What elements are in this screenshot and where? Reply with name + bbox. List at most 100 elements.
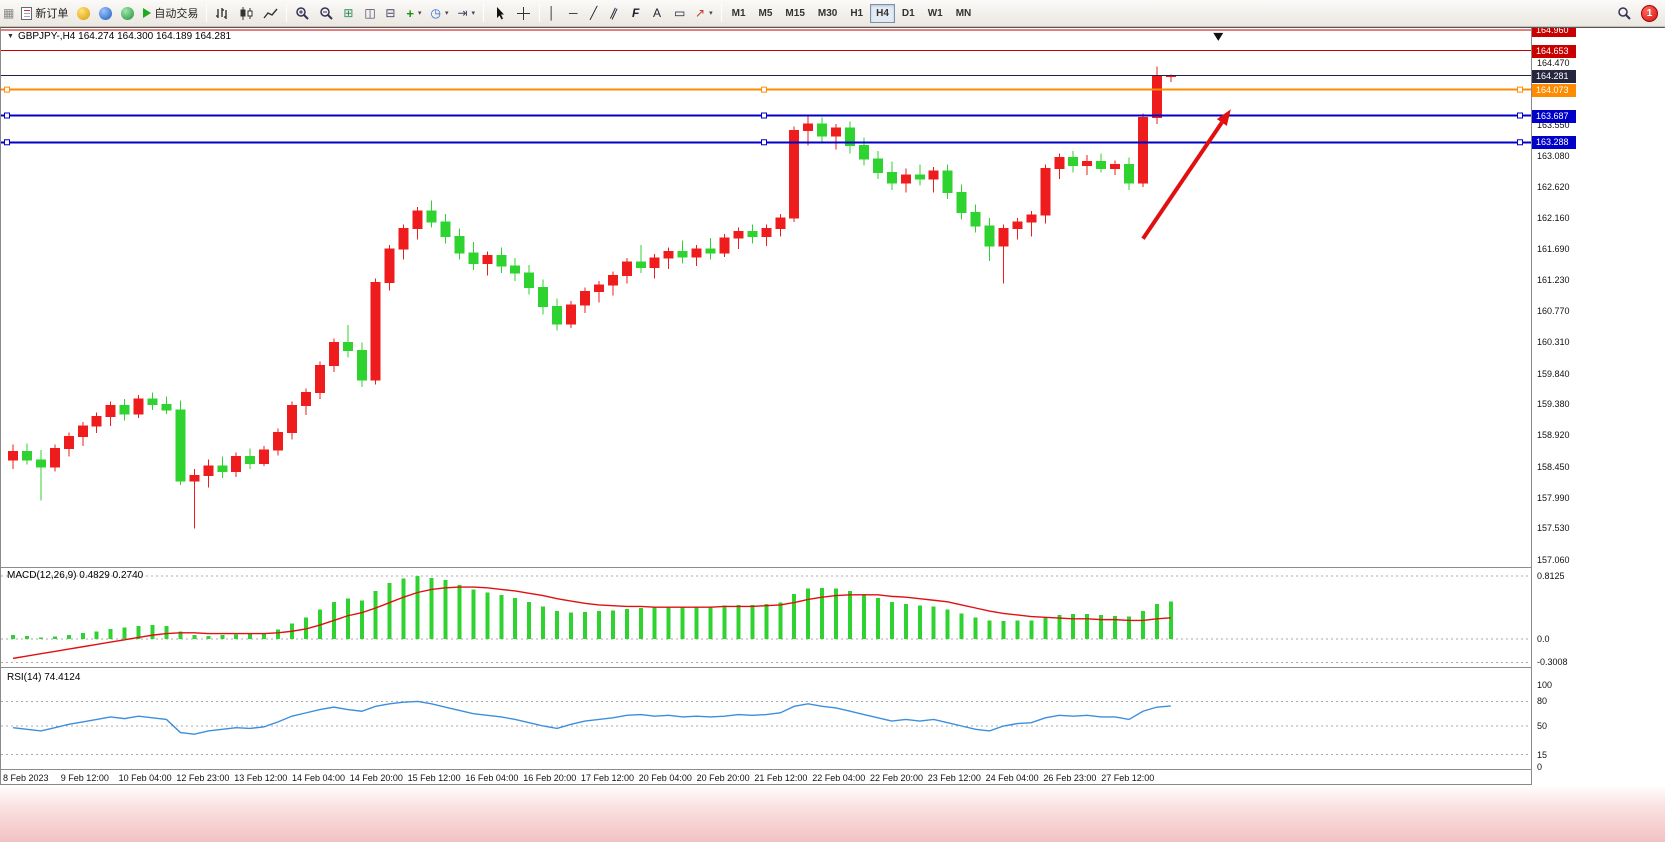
text-tool-button[interactable]: A	[649, 2, 669, 24]
macd-values: 0.4829 0.2740	[79, 570, 144, 581]
price-tick: 163.080	[1537, 151, 1570, 162]
price-badge: 164.960	[1532, 28, 1576, 38]
search-button[interactable]	[1613, 2, 1636, 24]
signals-button[interactable]	[95, 2, 116, 24]
toolbar: ▦ 新订单 自动交易	[0, 0, 1665, 27]
price-tick: 157.060	[1537, 554, 1570, 565]
line-chart-icon	[263, 8, 278, 18]
line-handle[interactable]	[761, 139, 767, 146]
timeframe-h4[interactable]: H4	[870, 3, 895, 23]
macd-scale-label: 0.8125	[1537, 571, 1565, 582]
line-handle[interactable]	[4, 86, 10, 93]
time-label: 9 Feb 12:00	[60, 773, 109, 783]
time-label: 26 Feb 23:00	[1043, 773, 1097, 783]
price-tick: 160.310	[1537, 337, 1570, 347]
dropdown-caret-icon: ▾	[444, 10, 449, 17]
fibonacci-tool-button[interactable]: F	[628, 2, 648, 24]
new-order-button[interactable]: 新订单	[17, 2, 72, 24]
price-tick: 158.450	[1537, 461, 1570, 472]
zoom-out-button[interactable]	[315, 2, 338, 24]
candlestick-mode-button[interactable]	[235, 2, 258, 24]
time-label: 14 Feb 20:00	[349, 773, 403, 783]
price-tick: 163.550	[1537, 119, 1570, 130]
price-axis[interactable]: 164.470 163.550 163.080 162.620 162.160 161.6…	[1531, 28, 1665, 786]
price-tick: 159.840	[1537, 368, 1570, 379]
time-label: 21 Feb 12:00	[754, 773, 808, 783]
timeframe-m1[interactable]: M1	[726, 4, 752, 23]
line-handle[interactable]	[1517, 86, 1523, 93]
trend-arrow-head[interactable]	[1216, 109, 1231, 126]
rsi-scale-label: 50	[1537, 721, 1548, 731]
time-label: 22 Feb 20:00	[870, 773, 924, 783]
price-tick: 159.380	[1537, 399, 1570, 410]
community-button[interactable]	[117, 2, 138, 24]
auto-trading-button[interactable]: 自动交易	[139, 2, 202, 24]
rsi-scale-label: 0	[1537, 762, 1543, 772]
symbol-collapse-icon[interactable]: ▼	[7, 33, 14, 40]
bar-chart-mode-button[interactable]	[211, 2, 234, 24]
time-label: 12 Feb 23:00	[176, 773, 230, 783]
chart-cycle-button[interactable]: ◷ ▾	[426, 2, 452, 24]
time-label: 16 Feb 20:00	[523, 773, 577, 783]
tile-windows-button[interactable]: ⊞	[339, 2, 359, 24]
line-handle[interactable]	[1517, 139, 1523, 146]
crosshair-button[interactable]	[512, 2, 535, 24]
line-handle[interactable]	[1517, 112, 1523, 119]
channel-tool-button[interactable]: ∥	[607, 2, 627, 24]
new-order-icon	[21, 6, 33, 20]
trend-arrow[interactable]	[1141, 121, 1224, 240]
shapes-tool-button[interactable]: ↗ ▾	[691, 2, 717, 24]
market-button[interactable]	[73, 2, 94, 24]
timeframe-h1[interactable]: H1	[844, 4, 869, 23]
zoom-out-icon	[320, 6, 334, 20]
horizontal-line-tool-button[interactable]: ─	[565, 2, 585, 24]
macd-scale-label: 0.0	[1537, 634, 1550, 644]
line-handle[interactable]	[761, 86, 767, 93]
cursor-icon	[497, 6, 505, 19]
price-badge: 164.281	[1532, 69, 1576, 83]
down-arrow-marker[interactable]	[1213, 32, 1224, 41]
time-label: 20 Feb 20:00	[696, 773, 750, 783]
price-tick: 158.920	[1537, 430, 1570, 441]
cursor-button[interactable]	[488, 2, 511, 24]
time-label: 17 Feb 12:00	[581, 773, 635, 783]
chart-canvas[interactable]	[1, 28, 1531, 786]
market-icon	[77, 6, 91, 20]
toolbar-separator	[539, 4, 541, 22]
chart-shift-button[interactable]: ⇥ ▾	[453, 2, 479, 24]
macd-label: MACD(12,26,9) 0.4829 0.2740	[7, 570, 143, 581]
price-tick: 164.470	[1537, 58, 1570, 68]
footer-strip	[0, 785, 1665, 842]
toolbar-separator	[286, 4, 288, 22]
label-icon: ▭	[674, 6, 686, 20]
new-chart-icon: +	[406, 5, 414, 21]
timeframe-m30[interactable]: M30	[812, 4, 843, 23]
symbol-info: ▼ GBPJPY-,H4 164.274 164.300 164.189 164…	[7, 31, 231, 42]
zoom-in-button[interactable]	[291, 2, 314, 24]
trendline-tool-button[interactable]: ╱	[586, 2, 606, 24]
auto-trading-label: 自动交易	[154, 8, 199, 20]
chart-area[interactable]: ▼ GBPJPY-,H4 164.274 164.300 164.189 164…	[1, 28, 1531, 786]
timeframe-d1[interactable]: D1	[896, 4, 921, 23]
new-chart-button[interactable]: + ▾	[402, 2, 425, 24]
line-handle[interactable]	[761, 112, 767, 119]
tile-horizontal-button[interactable]: ◫	[360, 2, 380, 24]
rsi-name: RSI(14)	[7, 672, 42, 683]
vertical-line-tool-button[interactable]: │	[544, 2, 564, 24]
timeframe-m15[interactable]: M15	[779, 4, 810, 23]
price-badge: 164.653	[1532, 44, 1576, 58]
line-chart-mode-button[interactable]	[259, 2, 282, 24]
line-handle[interactable]	[4, 112, 10, 119]
time-axis[interactable]: 8 Feb 2023 9 Feb 12:00 10 Feb 04:00 12 Feb …	[1, 771, 1531, 786]
tile-vertical-button[interactable]: ⊟	[381, 2, 401, 24]
price-badge: 163.687	[1532, 109, 1576, 123]
label-tool-button[interactable]: ▭	[670, 2, 690, 24]
timeframe-mn[interactable]: MN	[950, 4, 978, 23]
time-label: 22 Feb 04:00	[812, 773, 866, 783]
macd-signal-line	[12, 586, 1171, 660]
rsi-line	[12, 700, 1171, 735]
timeframe-w1[interactable]: W1	[922, 4, 949, 23]
line-handle[interactable]	[4, 139, 10, 146]
time-label: 15 Feb 12:00	[407, 773, 461, 783]
timeframe-m5[interactable]: M5	[753, 4, 779, 23]
